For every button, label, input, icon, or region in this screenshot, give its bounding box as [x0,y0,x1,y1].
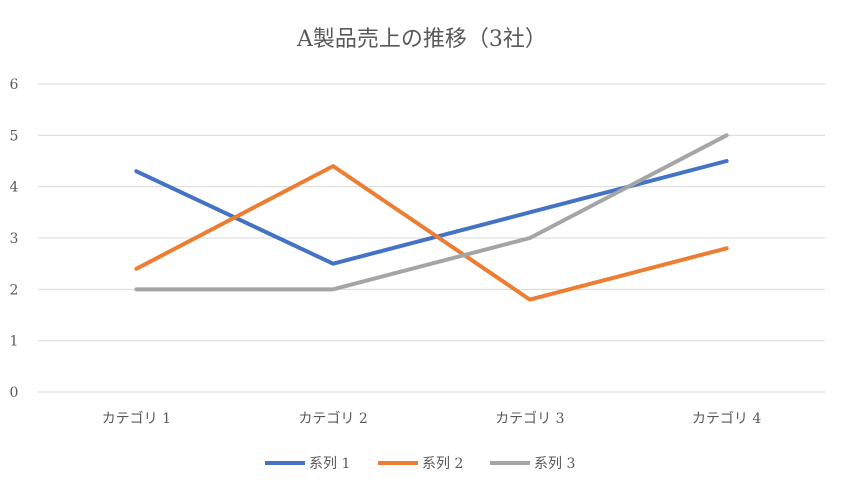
series-line-2 [134,164,729,302]
x-tick-label: カテゴリ 3 [495,410,564,427]
chart-title: A製品売上の推移（3社） [296,27,547,52]
legend-item-2: 系列 2 [378,456,463,472]
legend-label: 系列 1 [309,456,350,472]
x-tick-label: カテゴリ 4 [692,410,761,427]
legend-label: 系列 3 [534,456,575,472]
legend-item-3: 系列 3 [490,456,575,472]
x-tick-label: カテゴリ 1 [102,410,171,427]
legend-label: 系列 2 [422,456,463,472]
y-tick-label: 5 [10,128,19,144]
y-tick-label: 2 [10,282,19,298]
y-tick-label: 6 [10,77,19,93]
series-line-3 [134,133,729,292]
legend-item-1: 系列 1 [265,456,350,472]
x-tick-label: カテゴリ 2 [298,410,367,427]
y-tick-label: 3 [10,231,19,247]
y-tick-label: 0 [10,385,19,401]
y-tick-label: 1 [10,334,19,350]
series-line-1 [134,159,729,266]
y-tick-label: 4 [10,180,19,196]
